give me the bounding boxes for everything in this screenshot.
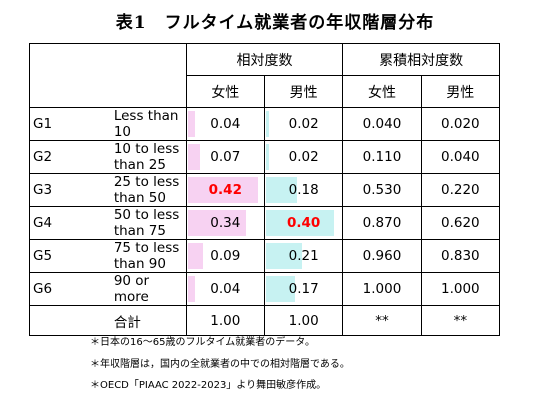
header-male: 男性	[263, 75, 344, 108]
male-frequency: 0.40	[263, 206, 344, 240]
total-female: 1.00	[185, 305, 265, 336]
table-row: G3 25 to less than 50 0.42 0.18 0.530 0.220	[28, 173, 501, 207]
group-code: G4	[28, 206, 108, 240]
total-label: 合計	[107, 305, 187, 336]
income-range-label: Less than 10	[107, 107, 187, 141]
note-line: ＊OECD「PIAAC 2022-2023」より舞田敏彦作成。	[90, 380, 327, 391]
note-line: ＊年収階層は，国内の全就業者の中での相対階層である。	[90, 358, 350, 370]
female-frequency: 0.04	[185, 272, 265, 306]
female-frequency-value: 0.04	[210, 116, 241, 132]
female-frequency-value: 0.09	[210, 248, 241, 264]
male-frequency-bar	[265, 243, 302, 269]
income-range-label: 90 or more	[107, 272, 187, 306]
male-frequency-bar	[265, 111, 269, 137]
header-female: 女性	[185, 75, 265, 108]
group-code: G3	[28, 173, 108, 207]
total-row: 合計 1.00 1.00 ** **	[28, 305, 501, 336]
male-frequency-bar	[265, 177, 297, 203]
cum-male: 1.000	[420, 272, 501, 306]
cum-male: 0.220	[420, 173, 501, 207]
cum-male: 0.830	[420, 239, 501, 273]
income-range-label: 25 to less than 50	[107, 173, 187, 207]
header-row-2: 女性 男性 女性 男性	[30, 75, 501, 108]
male-frequency: 0.02	[263, 107, 344, 141]
female-frequency-bar	[187, 210, 246, 236]
cum-female: 0.110	[342, 140, 422, 174]
total-cum-male: **	[420, 305, 501, 336]
group-code: G6	[28, 272, 108, 306]
notes: ＊日本の16～65歳のフルタイム就業者のデータ。 ＊年収階層は，国内の全就業者の…	[90, 332, 350, 397]
table-row: G5 75 to less than 90 0.09 0.21 0.960 0.830	[28, 239, 501, 273]
male-frequency-value: 0.21	[288, 248, 319, 264]
table-body: G1 Less than 10 0.04 0.02 0.040 0.020 G2 10 to …	[28, 107, 501, 306]
group-code: G1	[28, 107, 108, 141]
female-frequency-bar	[187, 111, 195, 137]
total-cum-female: **	[342, 305, 422, 336]
male-frequency: 0.18	[263, 173, 344, 207]
table-title: 表1 フルタイム就業者の年収階層分布	[115, 13, 435, 33]
male-frequency: 0.21	[263, 239, 344, 273]
female-frequency-bar	[187, 243, 203, 269]
income-range-label: 50 to less than 75	[107, 206, 187, 240]
male-frequency: 0.17	[263, 272, 344, 306]
header-row-1: 相対度数 累積相対度数	[29, 43, 500, 108]
cum-female: 1.000	[342, 272, 422, 306]
table-row: G1 Less than 10 0.04 0.02 0.040 0.020	[28, 107, 501, 141]
female-frequency: 0.04	[185, 107, 265, 141]
cum-female: 0.960	[342, 239, 422, 273]
header-cum-female: 女性	[342, 75, 422, 108]
male-frequency-bar	[265, 144, 269, 170]
cum-female: 0.040	[342, 107, 422, 141]
cum-female: 0.870	[342, 206, 422, 240]
header-cum-male: 男性	[420, 75, 501, 108]
male-frequency-bar	[265, 210, 334, 236]
male-frequency-value: 0.40	[286, 215, 321, 231]
group-code: G2	[28, 140, 108, 174]
female-frequency: 0.07	[185, 140, 265, 174]
male-frequency-value: 0.17	[288, 281, 319, 297]
header-cumulative-frequency: 累積相対度数	[342, 43, 500, 76]
female-frequency: 0.42	[185, 173, 265, 207]
male-frequency-bar	[265, 276, 295, 302]
total-code-cell	[28, 305, 108, 336]
cum-male: 0.620	[420, 206, 501, 240]
female-frequency-bar	[187, 276, 195, 302]
table-row: G2 10 to less than 25 0.07 0.02 0.110 0.040	[28, 140, 501, 174]
cum-male: 0.020	[420, 107, 501, 141]
income-range-label: 10 to less than 25	[107, 140, 187, 174]
female-frequency-value: 0.34	[210, 215, 241, 231]
male-frequency-value: 0.02	[288, 116, 319, 132]
table-row: G6 90 or more 0.04 0.17 1.000 1.000	[28, 272, 501, 306]
female-frequency-value: 0.42	[208, 182, 242, 198]
cum-female: 0.530	[342, 173, 422, 207]
cum-male: 0.040	[420, 140, 501, 174]
male-frequency: 0.02	[263, 140, 344, 174]
group-code: G5	[28, 239, 108, 273]
income-distribution-table: 相対度数 累積相対度数 女性 男性 女性 男性 G1 Less than 10 0.…	[28, 43, 501, 336]
female-frequency: 0.34	[185, 206, 265, 240]
income-range-label: 75 to less than 90	[107, 239, 187, 273]
table-row: G4 50 to less than 75 0.34 0.40 0.870 0.620	[28, 206, 501, 240]
female-frequency-value: 0.04	[210, 281, 241, 297]
total-male: 1.00	[263, 305, 344, 336]
male-frequency-value: 0.02	[288, 149, 319, 165]
female-frequency-bar	[187, 177, 258, 203]
female-frequency: 0.09	[185, 239, 265, 273]
note-line: ＊日本の16～65歳のフルタイム就業者のデータ。	[90, 337, 315, 348]
male-frequency-value: 0.18	[288, 182, 319, 198]
header-empty-cell	[29, 43, 187, 108]
header-relative-frequency: 相対度数	[185, 43, 344, 76]
female-frequency-value: 0.07	[210, 149, 241, 165]
female-frequency-bar	[187, 144, 200, 170]
